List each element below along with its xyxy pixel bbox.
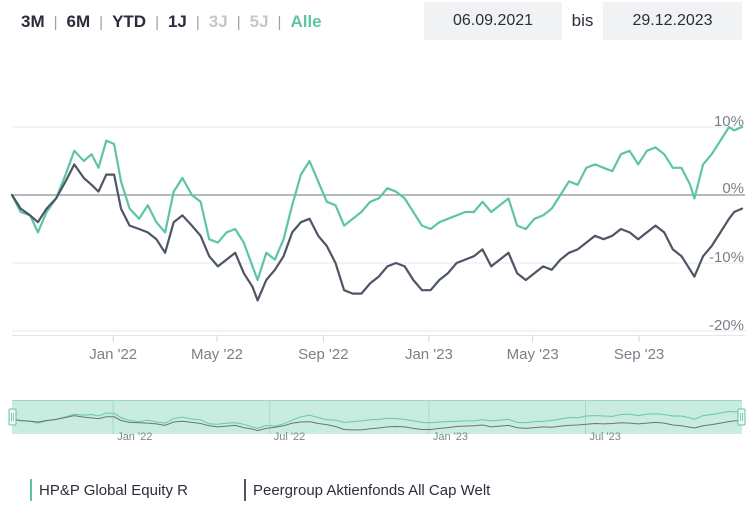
range-button-6m[interactable]: 6M xyxy=(66,12,91,31)
line-chart: 10%0%-10%-20% Jan '22 May '22 Sep '22 Jan '… xyxy=(8,113,746,443)
range-separator: | xyxy=(277,13,282,31)
range-navigator[interactable]: Jan '22 Jul '22 Jan '23 Jul '23 xyxy=(8,400,746,443)
range-selector: 3M | 6M | YTD | 1J | 3J | 5J | Alle xyxy=(12,10,331,34)
y-tick-label: -10% xyxy=(709,249,744,266)
legend-swatch-peer xyxy=(243,479,246,501)
legend-item-fund[interactable]: HP&P Global Equity R xyxy=(30,479,188,501)
date-to-input[interactable]: 29.12.2023 xyxy=(603,2,742,40)
legend-swatch-fund xyxy=(30,479,32,501)
grid-lines xyxy=(12,126,745,332)
range-button-ytd[interactable]: YTD xyxy=(112,12,147,31)
y-tick-label: 0% xyxy=(722,180,744,197)
range-separator: | xyxy=(53,13,58,31)
range-button-3m[interactable]: 3M xyxy=(21,12,45,31)
legend-label-peer: Peergroup Aktienfonds All Cap Welt xyxy=(252,481,491,499)
x-tick-label: May '23 xyxy=(507,346,559,363)
range-button-3j: 3J xyxy=(208,12,228,31)
x-tick-label: May '22 xyxy=(191,346,243,363)
range-button-alle[interactable]: Alle xyxy=(290,12,322,31)
navigator-series-peer xyxy=(11,415,743,432)
x-axis: Jan '22 May '22 Sep '22 Jan '23 May '23 Sep '… xyxy=(12,335,745,363)
range-separator: | xyxy=(195,13,200,31)
series-line-peer xyxy=(10,163,744,302)
date-from-input[interactable]: 06.09.2021 xyxy=(424,2,562,40)
x-tick-label: Sep '23 xyxy=(614,346,664,363)
x-tick-label: Jan '22 xyxy=(89,346,137,363)
chart-legend: HP&P Global Equity R Peergroup Aktienfon… xyxy=(30,479,546,501)
date-range-separator: bis xyxy=(571,11,594,30)
navigator-tick-label: Jul '23 xyxy=(589,431,620,443)
legend-item-peer[interactable]: Peergroup Aktienfonds All Cap Welt xyxy=(243,479,491,501)
x-tick-label: Sep '22 xyxy=(298,346,348,363)
navigator-selection[interactable] xyxy=(12,400,742,434)
navigator-handle-left[interactable] xyxy=(8,408,17,426)
navigator-tick-label: Jul '22 xyxy=(274,431,305,443)
series-line-fund xyxy=(10,125,744,282)
range-separator: | xyxy=(99,13,104,31)
y-tick-label: -20% xyxy=(709,317,744,334)
y-axis: 10% 0% -10% -20% xyxy=(709,113,744,334)
range-button-5j: 5J xyxy=(249,12,269,31)
navigator-handle-right[interactable] xyxy=(737,408,746,426)
navigator-series-fund xyxy=(11,410,743,429)
series-lines xyxy=(10,125,744,302)
range-separator: | xyxy=(236,13,241,31)
y-tick-label: 10% xyxy=(714,113,744,130)
navigator-tick-label: Jan '23 xyxy=(433,431,468,443)
range-separator: | xyxy=(155,13,159,31)
navigator-tick-label: Jan '22 xyxy=(117,431,152,443)
x-tick-label: Jan '23 xyxy=(405,346,453,363)
legend-label-fund: HP&P Global Equity R xyxy=(39,481,188,499)
range-button-1j[interactable]: 1J xyxy=(167,12,187,31)
